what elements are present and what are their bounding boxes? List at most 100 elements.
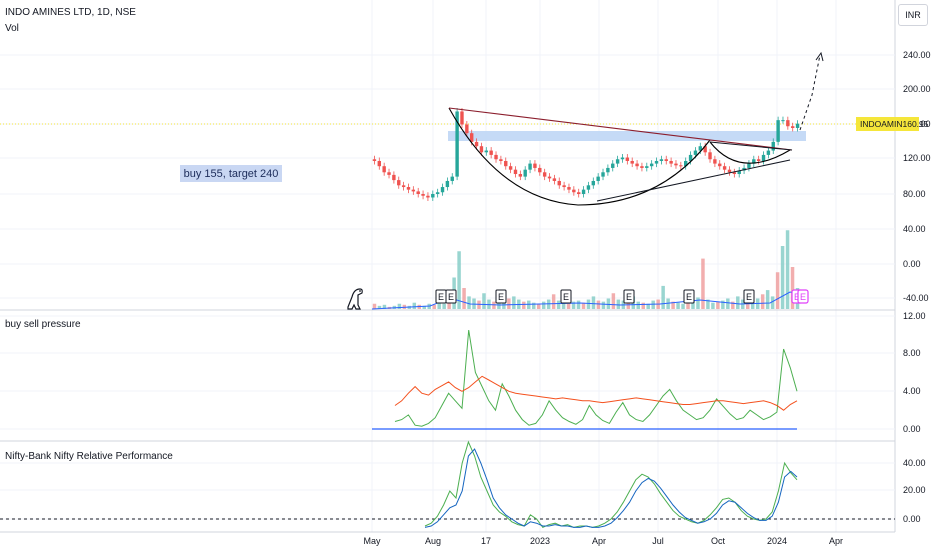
volume-bar [457, 251, 461, 309]
candle-body [703, 146, 707, 153]
candle-body [756, 159, 761, 161]
candle-body [586, 185, 591, 190]
candle-body [460, 111, 464, 125]
candle-body [508, 166, 513, 170]
candle-body [645, 166, 649, 168]
candle-body [698, 146, 702, 151]
relative-performance-lines [424, 440, 798, 529]
earnings-marker[interactable] [743, 289, 755, 304]
candle-body [742, 167, 746, 171]
volume-bar [641, 302, 645, 309]
upcoming-earnings-marker[interactable] [797, 289, 809, 304]
candle-body [518, 174, 523, 177]
candle-body [474, 141, 479, 147]
volume-bar [706, 299, 710, 309]
volume-bar [536, 303, 541, 309]
volume-bar [527, 300, 531, 309]
currency-button[interactable]: INR [898, 4, 928, 26]
volume-bar [775, 272, 780, 309]
candle-body [581, 189, 586, 194]
volume-bar [626, 302, 631, 309]
candle-body [747, 163, 751, 168]
volume-bar [661, 285, 665, 309]
candle-body [504, 160, 508, 167]
candle-body [766, 150, 771, 155]
volume-bar [566, 303, 571, 309]
candle-body [567, 187, 571, 190]
x-tick-label: 2023 [530, 536, 550, 546]
candle-body [664, 159, 668, 161]
candle-body [693, 150, 698, 155]
volume-bar [716, 301, 720, 309]
candle-body [615, 159, 620, 164]
candle-body [528, 163, 532, 170]
candle-body [494, 154, 498, 160]
volume-bar [462, 288, 466, 309]
candle-body [421, 194, 425, 196]
candle-body [557, 180, 561, 186]
candle-body [401, 185, 406, 188]
candle-body [440, 187, 445, 193]
candle-body [718, 163, 722, 167]
candle-body [431, 194, 435, 198]
x-tick-label: May [363, 536, 381, 546]
volume-bar [646, 303, 650, 309]
candle-body [435, 192, 440, 194]
candle-body [611, 163, 615, 168]
candle-body [752, 159, 756, 164]
volume-bar [581, 302, 586, 309]
volume-bar [422, 305, 426, 309]
volume-bar [467, 296, 471, 309]
earnings-marker-label: E [686, 292, 692, 302]
candle-body [455, 111, 459, 177]
candle-body [406, 187, 411, 190]
y-tick-label: 120.00 [903, 153, 931, 163]
price-tag-value: 160.95 [902, 119, 929, 129]
handle-trendline [709, 141, 793, 151]
y-tick-label: 200.00 [903, 84, 931, 94]
earnings-marker-label: E [438, 292, 444, 302]
series-line [394, 330, 798, 427]
volume-bar [721, 300, 725, 309]
volume-bar [497, 302, 501, 309]
vertical-grid [371, 0, 837, 532]
earnings-marker[interactable] [445, 289, 457, 304]
volume-bar [666, 298, 670, 309]
price-candles [372, 107, 800, 201]
volume-bar [522, 301, 526, 309]
series-line [424, 448, 798, 528]
candle-body [372, 159, 377, 161]
volume-bar [591, 296, 596, 309]
volume-bar [532, 302, 536, 309]
candle-body [713, 159, 717, 164]
y-tick-label: 0.00 [903, 259, 921, 269]
earnings-marker[interactable] [495, 289, 507, 304]
volume-bar [556, 300, 561, 309]
volume-bar [507, 298, 511, 309]
y-tick-label: -40.00 [903, 293, 929, 303]
candle-body [606, 167, 610, 173]
earnings-marker[interactable] [623, 289, 635, 304]
candle-body [552, 178, 557, 181]
candle-body [640, 166, 644, 168]
candle-body [630, 160, 634, 164]
earnings-marker[interactable] [683, 289, 695, 304]
trade-note: buy 155, target 240 [180, 165, 282, 182]
earnings-marker-label: E [498, 292, 504, 302]
x-tick-label: Apr [592, 536, 606, 546]
volume-bar [651, 300, 655, 309]
earnings-marker-label: E [626, 292, 632, 302]
candle-body [732, 172, 737, 175]
cup-curve [448, 107, 711, 206]
earnings-marker[interactable] [560, 289, 572, 304]
volume-bar [616, 299, 621, 309]
y-tick-label: 20.00 [903, 485, 926, 495]
candle-body [601, 172, 605, 177]
candle-body [523, 169, 527, 177]
volume-bar [601, 301, 606, 309]
volume-bar [691, 299, 695, 309]
y-tick-label: 80.00 [903, 189, 926, 199]
candle-body [795, 123, 800, 128]
projection-arrowhead [815, 51, 824, 62]
volume-bar [412, 302, 417, 309]
